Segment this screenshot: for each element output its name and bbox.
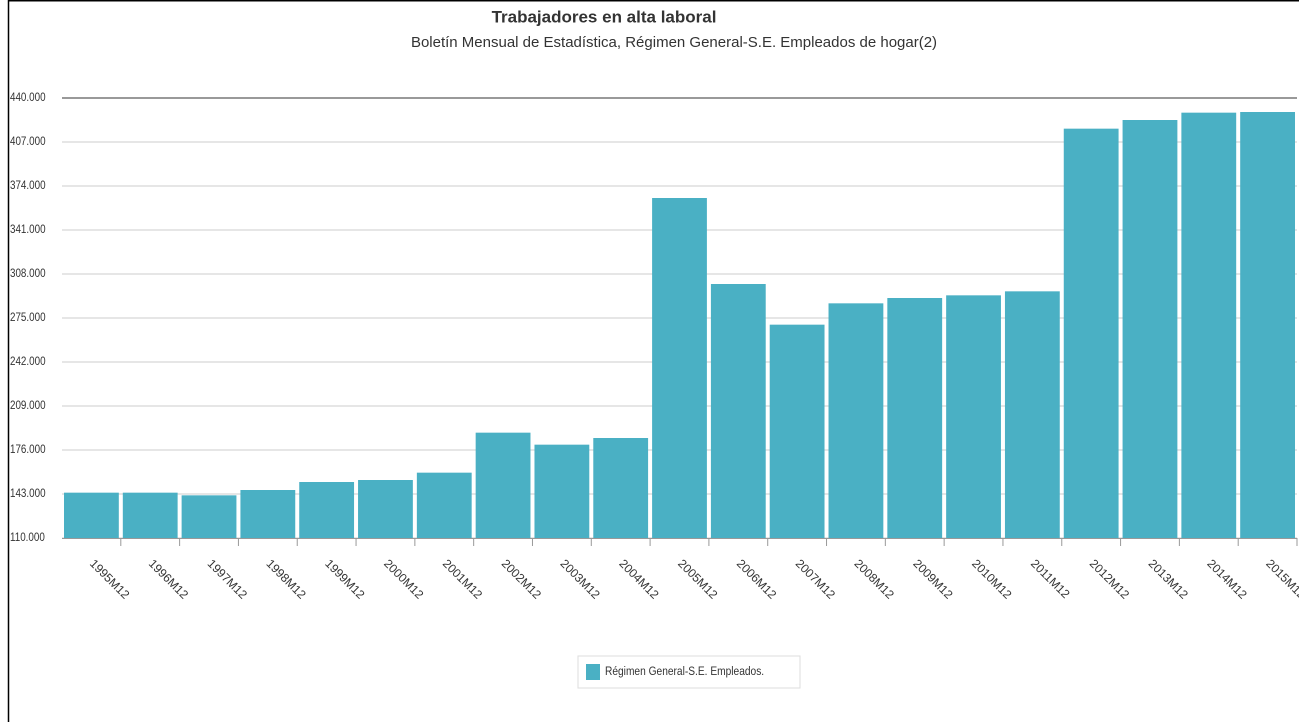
bar — [416, 472, 472, 538]
legend-label: Régimen General-S.E. Empleados. — [605, 665, 764, 678]
chart-title: Trabajadores en alta laboral — [492, 7, 717, 26]
y-tick-label: 275.000 — [10, 311, 46, 324]
bar — [475, 432, 531, 538]
bar — [1004, 291, 1060, 538]
y-tick-label: 407.000 — [10, 135, 46, 148]
x-tick-label: 2007M12 — [793, 556, 839, 602]
bar — [946, 295, 1001, 538]
legend-swatch — [586, 664, 600, 680]
legend-box — [577, 655, 801, 689]
bar — [593, 438, 649, 538]
x-tick-label: 1995M12 — [87, 556, 133, 602]
bar — [828, 303, 884, 538]
y-tick-label: 308.000 — [10, 267, 46, 280]
x-tick-label: 2008M12 — [852, 556, 898, 602]
x-tick-label: 2005M12 — [675, 556, 721, 602]
y-tick-label: 143.000 — [10, 487, 46, 500]
x-tick-label: 2001M12 — [440, 556, 486, 602]
bar — [769, 324, 825, 538]
x-tick-label: 2000M12 — [381, 556, 427, 602]
bar — [1240, 112, 1295, 538]
bar — [240, 490, 296, 538]
bar — [887, 298, 943, 538]
x-tick-label: 2004M12 — [616, 556, 662, 602]
y-tick-label: 341.000 — [10, 223, 46, 236]
x-tick-label: 2012M12 — [1087, 556, 1133, 602]
x-tick-label: 2006M12 — [734, 556, 780, 602]
bar — [64, 492, 119, 538]
y-tick-label: 209.000 — [10, 399, 46, 412]
bar — [652, 198, 707, 538]
x-tick-label: 1998M12 — [263, 556, 309, 602]
x-tick-label: 2011M12 — [1028, 556, 1073, 601]
x-tick-label: 2009M12 — [910, 556, 956, 602]
y-tick-label: 374.000 — [10, 179, 46, 192]
chart-subtitle: Boletín Mensual de Estadística, Régimen … — [411, 34, 937, 51]
x-tick-label: 2010M12 — [969, 556, 1015, 602]
x-tick-label: 1999M12 — [322, 556, 368, 602]
bar — [358, 480, 413, 538]
y-tick-label: 110.000 — [10, 531, 45, 544]
x-tick-label: 2013M12 — [1146, 556, 1192, 602]
x-tick-label: 2015M12 — [1263, 556, 1299, 602]
y-tick-label: 440.000 — [10, 91, 46, 104]
bar — [710, 284, 766, 538]
bar — [1122, 120, 1178, 538]
bar — [534, 444, 590, 538]
x-tick-label: 2003M12 — [558, 556, 604, 602]
bar — [1181, 112, 1237, 539]
bar — [181, 495, 237, 538]
x-tick-label: 2014M12 — [1204, 556, 1250, 602]
bar — [122, 492, 178, 538]
bar — [1063, 128, 1119, 538]
y-tick-label: 242.000 — [10, 355, 46, 368]
y-tick-label: 176.000 — [10, 443, 46, 456]
bar — [299, 482, 355, 538]
x-tick-label: 1997M12 — [205, 556, 251, 602]
x-tick-label: 2002M12 — [499, 556, 545, 602]
x-tick-label: 1996M12 — [146, 556, 192, 602]
